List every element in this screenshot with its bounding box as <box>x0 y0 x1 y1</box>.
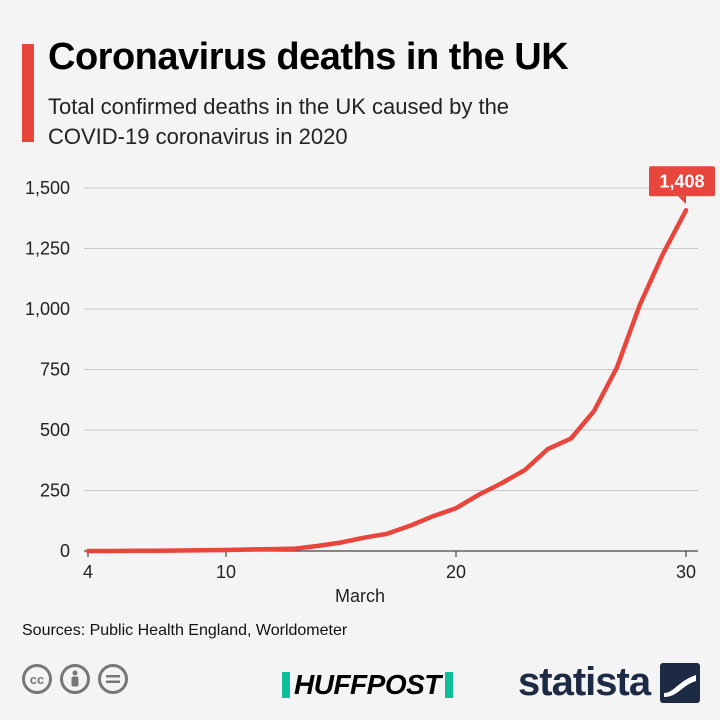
y-tick-label: 0 <box>60 541 70 561</box>
statista-wordmark: statista <box>518 660 651 704</box>
huffpost-wordmark: HUFFPOST <box>294 669 441 700</box>
svg-text:1,408: 1,408 <box>659 171 704 191</box>
page-title: Coronavirus deaths in the UK <box>48 36 569 78</box>
y-tick-label: 750 <box>40 360 70 380</box>
series-line <box>85 208 689 554</box>
x-tick-label: 30 <box>676 562 696 582</box>
huffpost-logo: HUFFPOST <box>282 670 453 700</box>
page-subtitle: Total confirmed deaths in the UK caused … <box>48 94 510 149</box>
x-axis-label: March <box>335 586 385 606</box>
statista-logo-icon <box>660 662 701 703</box>
y-tick-label: 1,500 <box>25 178 70 198</box>
x-tick-label: 20 <box>446 562 466 582</box>
y-tick-label: 250 <box>40 481 70 501</box>
huffpost-bar-left <box>282 672 290 698</box>
attribution-icon <box>60 664 90 694</box>
license-icons: cc <box>22 664 128 694</box>
y-tick-label: 1,250 <box>25 239 70 259</box>
source-note: Sources: Public Health England, Worldome… <box>22 622 348 639</box>
no-derivatives-icon <box>98 664 128 694</box>
huffpost-bar-right <box>444 672 453 698</box>
title-accent-bar <box>22 44 34 142</box>
cc-icon: cc <box>22 664 52 694</box>
x-tick-label: 4 <box>83 562 93 582</box>
statista-logo: statista <box>518 660 701 705</box>
y-tick-label: 1,000 <box>25 299 70 319</box>
data-label: 1,408 <box>649 166 715 205</box>
y-tick-label: 500 <box>40 420 70 440</box>
x-tick-label: 10 <box>216 562 236 582</box>
